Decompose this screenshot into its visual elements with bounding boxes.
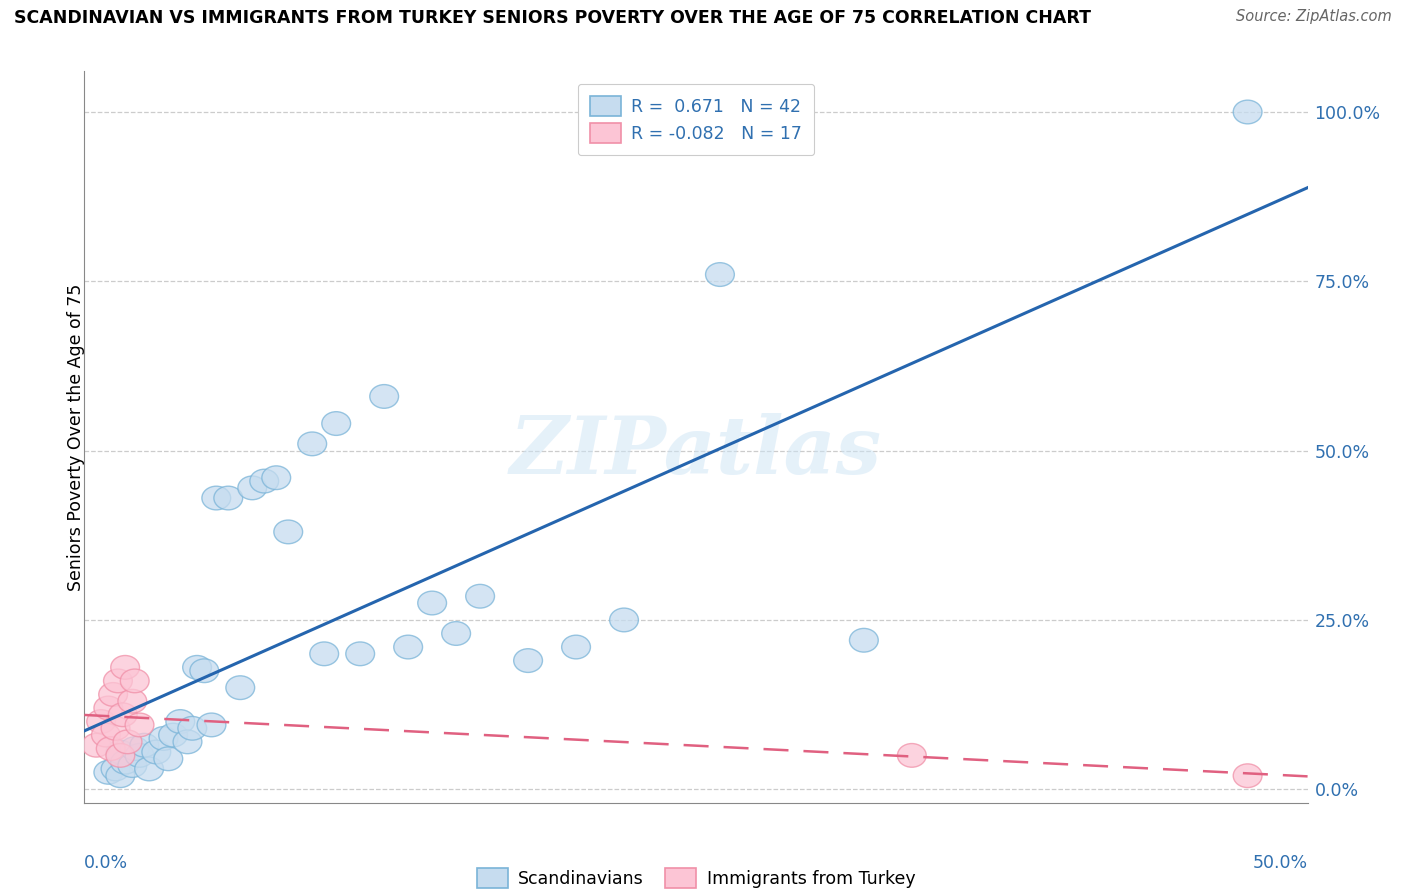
Ellipse shape — [98, 682, 128, 706]
Ellipse shape — [173, 730, 202, 754]
Ellipse shape — [121, 737, 149, 761]
Ellipse shape — [82, 733, 111, 757]
Ellipse shape — [706, 262, 734, 286]
Ellipse shape — [153, 747, 183, 771]
Ellipse shape — [370, 384, 398, 409]
Ellipse shape — [418, 591, 447, 615]
Ellipse shape — [238, 476, 267, 500]
Text: 50.0%: 50.0% — [1253, 854, 1308, 872]
Ellipse shape — [94, 761, 122, 784]
Ellipse shape — [94, 696, 122, 720]
Ellipse shape — [125, 744, 153, 767]
Ellipse shape — [97, 737, 125, 761]
Ellipse shape — [179, 716, 207, 740]
Ellipse shape — [91, 723, 121, 747]
Ellipse shape — [87, 710, 115, 733]
Ellipse shape — [322, 412, 350, 435]
Ellipse shape — [111, 656, 139, 679]
Ellipse shape — [105, 744, 135, 767]
Ellipse shape — [226, 676, 254, 699]
Ellipse shape — [309, 642, 339, 665]
Text: Source: ZipAtlas.com: Source: ZipAtlas.com — [1236, 9, 1392, 24]
Ellipse shape — [897, 744, 927, 767]
Ellipse shape — [1233, 100, 1263, 124]
Ellipse shape — [298, 432, 326, 456]
Ellipse shape — [104, 669, 132, 693]
Ellipse shape — [108, 703, 138, 727]
Ellipse shape — [394, 635, 423, 659]
Ellipse shape — [111, 750, 139, 774]
Ellipse shape — [121, 669, 149, 693]
Ellipse shape — [112, 730, 142, 754]
Ellipse shape — [183, 656, 211, 679]
Ellipse shape — [465, 584, 495, 608]
Ellipse shape — [142, 740, 170, 764]
Ellipse shape — [274, 520, 302, 544]
Text: ZIPatlas: ZIPatlas — [510, 413, 882, 491]
Ellipse shape — [214, 486, 243, 510]
Ellipse shape — [250, 469, 278, 493]
Ellipse shape — [513, 648, 543, 673]
Ellipse shape — [849, 628, 879, 652]
Ellipse shape — [129, 733, 159, 757]
Text: 0.0%: 0.0% — [84, 854, 128, 872]
Ellipse shape — [166, 710, 194, 733]
Ellipse shape — [202, 486, 231, 510]
Ellipse shape — [1233, 764, 1263, 788]
Ellipse shape — [561, 635, 591, 659]
Ellipse shape — [105, 740, 135, 764]
Ellipse shape — [135, 757, 163, 780]
Ellipse shape — [125, 713, 153, 737]
Ellipse shape — [101, 757, 129, 780]
Ellipse shape — [346, 642, 374, 665]
Ellipse shape — [610, 608, 638, 632]
Ellipse shape — [101, 716, 129, 740]
Ellipse shape — [197, 713, 226, 737]
Text: SCANDINAVIAN VS IMMIGRANTS FROM TURKEY SENIORS POVERTY OVER THE AGE OF 75 CORREL: SCANDINAVIAN VS IMMIGRANTS FROM TURKEY S… — [14, 9, 1091, 27]
Ellipse shape — [262, 466, 291, 490]
Ellipse shape — [149, 727, 179, 750]
Ellipse shape — [105, 764, 135, 788]
Ellipse shape — [159, 723, 187, 747]
Ellipse shape — [190, 659, 219, 682]
Ellipse shape — [118, 690, 146, 713]
Y-axis label: Seniors Poverty Over the Age of 75: Seniors Poverty Over the Age of 75 — [67, 284, 84, 591]
Legend: Scandinavians, Immigrants from Turkey: Scandinavians, Immigrants from Turkey — [468, 859, 924, 892]
Ellipse shape — [118, 754, 146, 778]
Ellipse shape — [441, 622, 471, 645]
